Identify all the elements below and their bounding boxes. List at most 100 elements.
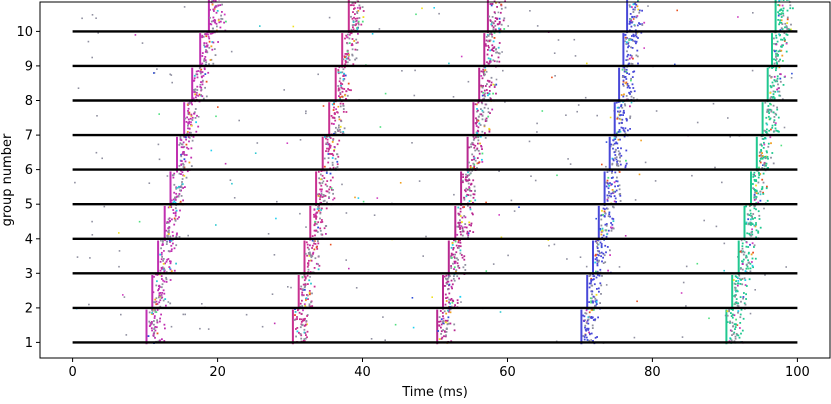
- wave-spike: [460, 242, 462, 244]
- wave-spike: [201, 55, 203, 57]
- wave-spike: [591, 291, 593, 293]
- wave-spike: [751, 261, 753, 263]
- wave-spike: [171, 200, 173, 202]
- wave-spike: [774, 91, 776, 93]
- wave-spike: [188, 113, 190, 115]
- wave-spike: [301, 313, 303, 315]
- wave-spike: [170, 279, 172, 281]
- wave-spike: [599, 302, 601, 304]
- wave-spike: [183, 166, 185, 168]
- background-spike: [723, 270, 725, 272]
- background-spike: [293, 26, 295, 28]
- wave-spike: [740, 333, 742, 335]
- wave-spike: [755, 208, 757, 210]
- background-spike: [631, 102, 633, 104]
- wave-spike: [458, 247, 460, 249]
- wave-spike: [190, 157, 192, 159]
- wave-spike: [161, 297, 163, 299]
- wave-spike: [356, 49, 358, 51]
- wave-spike: [750, 232, 752, 234]
- wave-spike: [776, 80, 778, 82]
- wave-spike: [490, 84, 492, 86]
- wave-spike: [332, 157, 334, 159]
- background-spike: [554, 244, 556, 246]
- wave-spike: [480, 108, 482, 110]
- wave-spike: [473, 144, 475, 146]
- wave-spike: [184, 186, 186, 188]
- wave-spike: [176, 234, 178, 236]
- wave-spike: [318, 171, 320, 173]
- wave-spike: [777, 84, 779, 86]
- wave-spike: [353, 4, 355, 6]
- wave-spike: [459, 219, 461, 221]
- wave-spike: [478, 116, 480, 118]
- wave-spike: [729, 321, 731, 323]
- wave-spike: [593, 278, 595, 280]
- wave-spike: [463, 266, 465, 268]
- wave-spike: [598, 261, 600, 263]
- wave-spike: [747, 218, 749, 220]
- wave-spike: [625, 127, 627, 129]
- wave-spike: [182, 178, 184, 180]
- wave-spike: [747, 213, 749, 215]
- wave-spike: [482, 71, 484, 73]
- wave-spike: [317, 263, 319, 265]
- wave-spike: [213, 20, 215, 22]
- wave-spike: [767, 109, 769, 111]
- wave-spike: [356, 20, 358, 22]
- wave-spike: [161, 338, 163, 340]
- wave-spike: [496, 18, 498, 20]
- wave-spike: [762, 193, 764, 195]
- wave-spike: [348, 83, 350, 85]
- wave-spike: [352, 48, 354, 50]
- wave-spike: [306, 241, 308, 243]
- wave-spike: [346, 54, 348, 56]
- wave-spike: [593, 275, 595, 277]
- wave-spike: [760, 193, 762, 195]
- wave-spike: [625, 82, 627, 84]
- background-spike: [486, 270, 488, 272]
- wave-spike: [760, 162, 762, 164]
- wave-spike: [469, 224, 471, 226]
- wave-spike: [441, 318, 443, 320]
- y-tick-label: 10: [16, 25, 33, 40]
- wave-spike: [171, 270, 173, 272]
- wave-spike: [764, 102, 766, 104]
- wave-spike: [755, 224, 757, 226]
- background-spike: [91, 57, 93, 59]
- wave-spike: [619, 193, 621, 195]
- wave-spike: [770, 86, 772, 88]
- wave-spike: [180, 173, 182, 175]
- wave-spike: [737, 277, 739, 279]
- wave-spike: [194, 113, 196, 115]
- background-spike: [580, 256, 582, 258]
- wave-spike: [786, 25, 788, 27]
- wave-spike: [444, 310, 446, 312]
- wave-spike: [592, 325, 594, 327]
- wave-spike: [778, 60, 780, 62]
- background-spike: [199, 328, 201, 330]
- x-tick-label: 0: [68, 365, 76, 380]
- background-spike: [346, 212, 348, 214]
- wave-spike: [202, 84, 204, 86]
- wave-spike: [778, 95, 780, 97]
- wave-spike: [637, 0, 639, 1]
- wave-spike: [175, 199, 177, 201]
- wave-spike: [205, 61, 207, 63]
- wave-spike: [475, 122, 477, 124]
- wave-spike: [771, 152, 773, 154]
- wave-spike: [614, 151, 616, 153]
- wave-spike: [201, 76, 203, 78]
- wave-spike: [597, 317, 599, 319]
- wave-spike: [455, 269, 457, 271]
- wave-spike: [310, 301, 312, 303]
- wave-spike: [478, 139, 480, 141]
- wave-spike: [745, 293, 747, 295]
- wave-spike: [175, 215, 177, 217]
- wave-spike: [633, 35, 635, 37]
- wave-spike: [448, 301, 450, 303]
- wave-spike: [776, 107, 778, 109]
- wave-spike: [192, 117, 194, 119]
- background-spike: [274, 254, 276, 256]
